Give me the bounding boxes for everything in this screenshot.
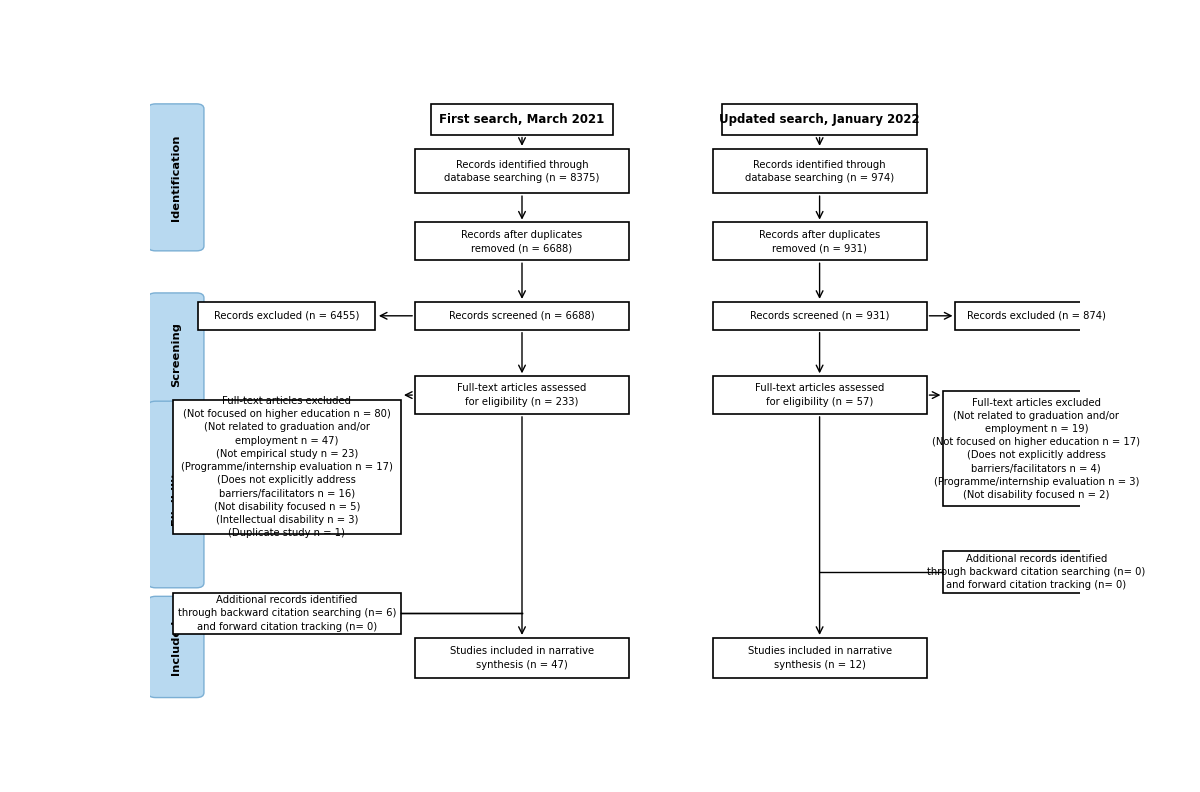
FancyBboxPatch shape xyxy=(198,302,376,329)
FancyBboxPatch shape xyxy=(148,293,204,416)
Text: Records identified through
database searching (n = 8375): Records identified through database sear… xyxy=(444,160,600,183)
FancyBboxPatch shape xyxy=(713,302,926,329)
Text: Records after duplicates
removed (n = 6688): Records after duplicates removed (n = 66… xyxy=(461,230,583,253)
Text: Records excluded (n = 6455): Records excluded (n = 6455) xyxy=(214,310,359,321)
Text: Full-text articles excluded
(Not focused on higher education n = 80)
(Not relate: Full-text articles excluded (Not focused… xyxy=(181,396,392,538)
FancyBboxPatch shape xyxy=(148,596,204,698)
Text: Records screened (n = 6688): Records screened (n = 6688) xyxy=(449,310,595,321)
Text: Identification: Identification xyxy=(172,134,181,221)
Text: Full-text articles assessed
for eligibility (n = 57): Full-text articles assessed for eligibil… xyxy=(755,383,884,406)
Text: Additional records identified
through backward citation searching (n= 0)
and for: Additional records identified through ba… xyxy=(928,554,1146,590)
Text: Records identified through
database searching (n = 974): Records identified through database sear… xyxy=(745,160,894,183)
FancyBboxPatch shape xyxy=(148,402,204,588)
Text: Records excluded (n = 874): Records excluded (n = 874) xyxy=(967,310,1105,321)
FancyBboxPatch shape xyxy=(943,391,1129,506)
Text: Screening: Screening xyxy=(172,322,181,386)
FancyBboxPatch shape xyxy=(713,150,926,193)
Text: First search, March 2021: First search, March 2021 xyxy=(439,113,605,126)
FancyBboxPatch shape xyxy=(173,400,401,534)
Text: Included: Included xyxy=(172,619,181,675)
FancyBboxPatch shape xyxy=(722,105,917,135)
FancyBboxPatch shape xyxy=(955,302,1117,329)
Text: Studies included in narrative
synthesis (n = 12): Studies included in narrative synthesis … xyxy=(748,646,892,669)
FancyBboxPatch shape xyxy=(713,638,926,678)
Text: Full-text articles excluded
(Not related to graduation and/or
employment n = 19): Full-text articles excluded (Not related… xyxy=(932,398,1140,500)
Text: Records after duplicates
removed (n = 931): Records after duplicates removed (n = 93… xyxy=(758,230,881,253)
Text: Full-text articles assessed
for eligibility (n = 233): Full-text articles assessed for eligibil… xyxy=(457,383,587,406)
Text: Eligibility: Eligibility xyxy=(172,464,181,525)
FancyBboxPatch shape xyxy=(173,592,401,634)
FancyBboxPatch shape xyxy=(415,302,629,329)
FancyBboxPatch shape xyxy=(415,223,629,261)
Text: Updated search, January 2022: Updated search, January 2022 xyxy=(719,113,920,126)
FancyBboxPatch shape xyxy=(713,376,926,414)
FancyBboxPatch shape xyxy=(415,376,629,414)
FancyBboxPatch shape xyxy=(415,150,629,193)
FancyBboxPatch shape xyxy=(943,551,1129,592)
Text: Records screened (n = 931): Records screened (n = 931) xyxy=(750,310,889,321)
Text: Studies included in narrative
synthesis (n = 47): Studies included in narrative synthesis … xyxy=(450,646,594,669)
FancyBboxPatch shape xyxy=(415,638,629,678)
FancyBboxPatch shape xyxy=(713,223,926,261)
FancyBboxPatch shape xyxy=(431,105,613,135)
FancyBboxPatch shape xyxy=(148,104,204,251)
Text: Additional records identified
through backward citation searching (n= 6)
and for: Additional records identified through ba… xyxy=(178,596,396,631)
